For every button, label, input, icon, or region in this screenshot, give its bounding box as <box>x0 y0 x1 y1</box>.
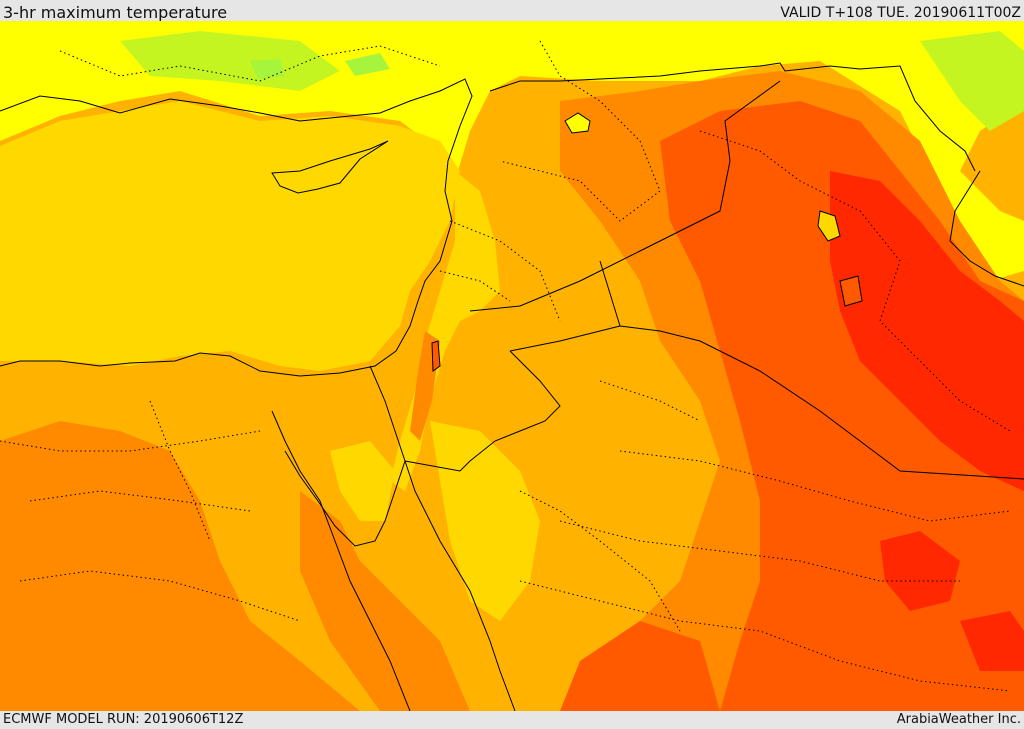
coastline-aqaba <box>404 460 516 711</box>
field-redorange-south <box>560 621 720 711</box>
valid-time: VALID T+108 TUE. 20190611T00Z <box>780 5 1021 21</box>
lake-iraq-2 <box>839 275 863 307</box>
header-bar: 3-hr maximum temperature VALID T+108 TUE… <box>0 0 1024 22</box>
map-title: 3-hr maximum temperature <box>3 3 228 22</box>
lake-tuz <box>564 112 591 134</box>
border-jordan-saudi <box>509 260 1024 480</box>
border-egypt-israel <box>369 365 406 462</box>
credit-label: ArabiaWeather Inc. <box>896 712 1021 727</box>
field-yellow-north <box>0 21 1024 281</box>
field-red-core <box>830 171 1024 491</box>
admin-boundaries <box>0 40 1011 692</box>
coastline-gulf <box>949 170 1024 287</box>
field-lime-patch <box>250 59 285 79</box>
field-orange-redsea <box>300 491 470 711</box>
map-canvas <box>0 21 1024 711</box>
field-red-core-3 <box>960 611 1024 671</box>
cyprus-outline <box>271 140 389 194</box>
lake-iraq-1 <box>817 210 841 242</box>
field-lime-patch-2 <box>345 53 390 76</box>
footer-bar: ECMWF MODEL RUN: 20190606T12Z ArabiaWeat… <box>0 711 1024 729</box>
border-jordan-south <box>404 350 561 472</box>
temperature-map[interactable] <box>0 21 1024 711</box>
field-green-east <box>920 31 1024 131</box>
field-red-core-2 <box>880 531 960 611</box>
border-syria-iraq <box>489 62 976 172</box>
coastline-sinai-east <box>284 450 406 547</box>
model-run-label: ECMWF MODEL RUN: 20190606T12Z <box>3 712 244 727</box>
coastline-levant <box>129 190 453 377</box>
field-orange-egypt <box>0 421 360 711</box>
border-syria-jordan <box>469 80 781 312</box>
coastline-suez <box>271 410 411 711</box>
coastline-turkey <box>0 78 473 192</box>
field-gold-sinai <box>330 441 395 521</box>
coastline-egypt <box>0 360 131 367</box>
dead-sea <box>431 340 441 372</box>
sea-mediterranean <box>0 101 460 371</box>
